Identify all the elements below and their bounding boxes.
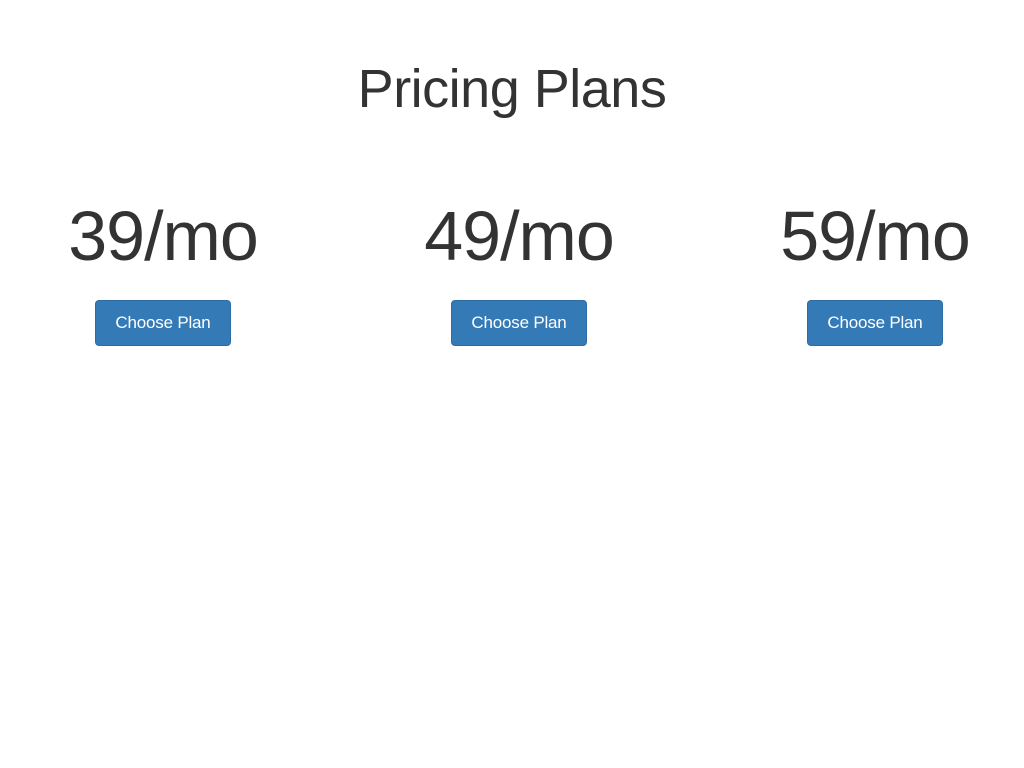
plan-card-39: 39/mo Choose Plan — [3, 192, 323, 346]
plan-price: 49/mo — [424, 197, 615, 275]
plan-price: 39/mo — [68, 197, 259, 275]
plan-price: 59/mo — [780, 197, 971, 275]
choose-plan-button[interactable]: Choose Plan — [451, 300, 587, 346]
page-title: Pricing Plans — [357, 59, 667, 119]
plan-card-59: 59/mo Choose Plan — [715, 192, 1024, 346]
choose-plan-button[interactable]: Choose Plan — [95, 300, 231, 346]
choose-plan-button[interactable]: Choose Plan — [807, 300, 943, 346]
plan-card-49: 49/mo Choose Plan — [359, 192, 679, 346]
